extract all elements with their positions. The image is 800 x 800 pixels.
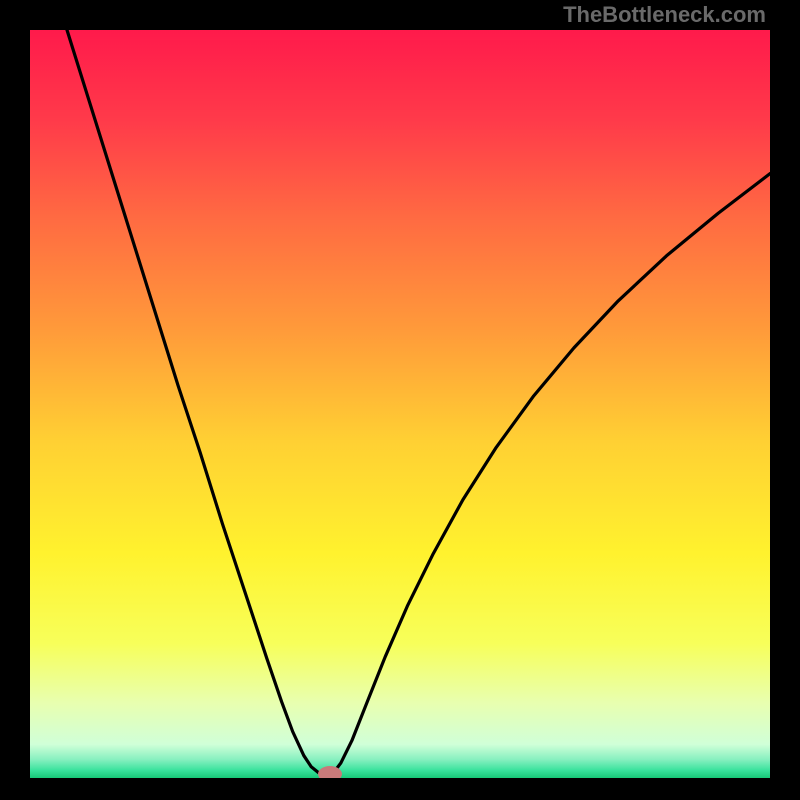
- optimal-point-marker: [318, 766, 342, 779]
- chart-frame: TheBottleneck.com: [0, 0, 800, 800]
- watermark-label: TheBottleneck.com: [563, 2, 766, 28]
- plot-area: [30, 30, 770, 778]
- border-bottom: [0, 778, 800, 800]
- border-left: [0, 0, 30, 800]
- bottleneck-curve: [30, 30, 770, 778]
- border-right: [770, 0, 800, 800]
